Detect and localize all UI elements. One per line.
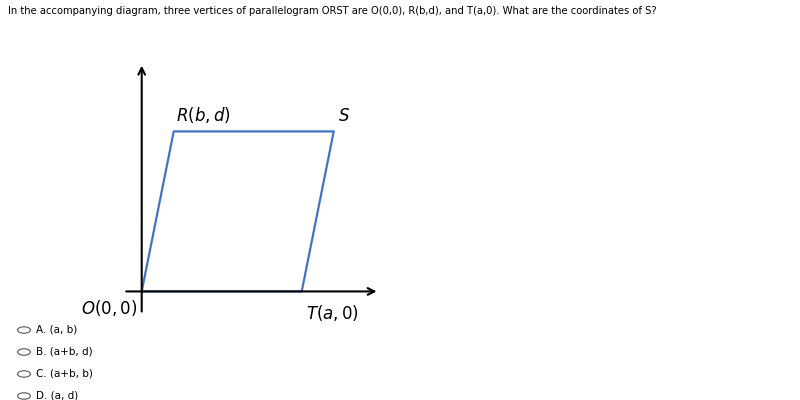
Text: B. (a+b, d): B. (a+b, d) xyxy=(36,347,93,357)
Text: In the accompanying diagram, three vertices of parallelogram ORST are O(0,0), R(: In the accompanying diagram, three verti… xyxy=(8,6,657,16)
Text: $\it{T}(a,0)$: $\it{T}(a,0)$ xyxy=(306,303,359,323)
Text: D. (a, d): D. (a, d) xyxy=(36,391,78,400)
Text: C. (a+b, b): C. (a+b, b) xyxy=(36,369,93,379)
Text: $\it{S}$: $\it{S}$ xyxy=(338,106,350,124)
Text: A. (a, b): A. (a, b) xyxy=(36,325,78,335)
Text: $\it{O}(0,0)$: $\it{O}(0,0)$ xyxy=(81,298,137,318)
Text: $\it{R}(b,d)$: $\it{R}(b,d)$ xyxy=(176,104,230,124)
